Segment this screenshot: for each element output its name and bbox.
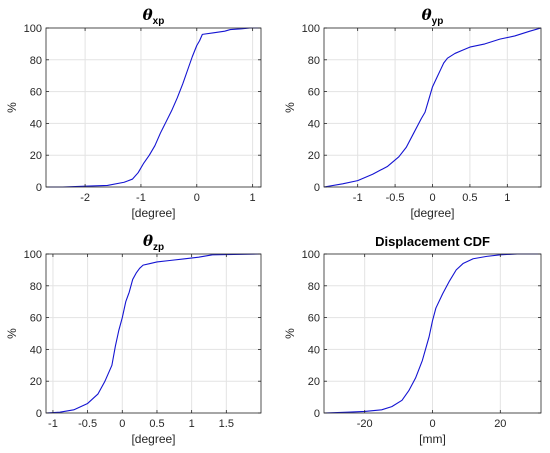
- chart-panel-3: -1 -0.5 0 0.5 1 1.5 0 20 40 60 80 100 [degree]% θzp: [5, 232, 262, 446]
- chart-title: θzp: [143, 232, 164, 253]
- x-tick-label: 1: [250, 192, 256, 204]
- x-tick-label: 1.5: [219, 418, 234, 430]
- y-tick-label: 20: [308, 376, 320, 388]
- y-tick-label: 40: [308, 344, 320, 356]
- plot-area: [46, 254, 261, 413]
- y-axis-label: %: [283, 328, 297, 339]
- chart-panel-4: -20 0 20 0 20 40 60 80 100 [mm]% Displacement CDF: [283, 234, 542, 446]
- chart-title: θyp: [422, 6, 444, 27]
- y-tick-label: 0: [36, 182, 42, 194]
- title-subscript: yp: [432, 16, 444, 27]
- title-subscript: xp: [153, 16, 165, 27]
- axes-box: [45, 253, 262, 414]
- cdf-line-series-1: [46, 27, 261, 188]
- x-tick-label: 0: [119, 418, 125, 430]
- y-tick-label: 80: [308, 55, 320, 67]
- x-tick-label: -1: [136, 192, 146, 204]
- y-tick-label: 80: [30, 281, 42, 293]
- x-axis-label: [degree]: [410, 206, 454, 220]
- chart-title: θxp: [143, 6, 165, 27]
- x-axis-label: [degree]: [131, 432, 175, 446]
- y-tick-label: 60: [30, 87, 42, 99]
- x-tick-label: -0.5: [78, 418, 97, 430]
- chart-panel-2: -1 -0.5 0 0.5 1 0 20 40 60 80 100 [degree]% θyp: [283, 6, 542, 220]
- x-tick-label: 1: [189, 418, 195, 430]
- y-axis-label: %: [5, 328, 19, 339]
- y-tick-label: 60: [30, 313, 42, 325]
- y-tick-label: 100: [24, 23, 42, 35]
- x-tick-label: 0: [194, 192, 200, 204]
- y-tick-label: 0: [314, 408, 320, 420]
- y-tick-label: 100: [302, 23, 320, 35]
- x-tick-label: -1: [353, 192, 363, 204]
- y-tick-label: 20: [308, 150, 320, 162]
- y-tick-label: 60: [308, 313, 320, 325]
- cdf-line-series-1: [323, 27, 542, 188]
- x-axis-label: [degree]: [131, 206, 175, 220]
- y-tick-label: 40: [308, 118, 320, 130]
- cdf-line-series-1: [45, 253, 262, 414]
- cdf-line-series-1: [323, 253, 541, 414]
- y-tick-label: 40: [30, 344, 42, 356]
- y-tick-label: 40: [30, 118, 42, 130]
- x-tick-label: 20: [494, 418, 506, 430]
- title-symbol: θ: [422, 6, 432, 24]
- y-tick-label: 80: [308, 281, 320, 293]
- plot-area: [46, 28, 261, 187]
- x-tick-label: 0.5: [462, 192, 477, 204]
- x-tick-label: 0: [429, 192, 435, 204]
- y-tick-label: 60: [308, 87, 320, 99]
- title-symbol: θ: [143, 6, 153, 24]
- x-tick-label: 0.5: [149, 418, 164, 430]
- x-tick-label: -20: [357, 418, 373, 430]
- y-tick-label: 0: [36, 408, 42, 420]
- title-symbol: θ: [143, 232, 153, 250]
- x-tick-label: 0: [429, 418, 435, 430]
- x-tick-label: -0.5: [386, 192, 405, 204]
- chart-title: Displacement CDF: [375, 234, 490, 249]
- x-tick-label: -1: [48, 418, 58, 430]
- x-axis-label: [mm]: [419, 432, 446, 446]
- y-axis-label: %: [283, 102, 297, 113]
- y-tick-label: 20: [30, 376, 42, 388]
- title-subscript: zp: [153, 242, 164, 253]
- x-tick-label: -2: [80, 192, 90, 204]
- x-tick-label: 1: [504, 192, 510, 204]
- y-tick-label: 80: [30, 55, 42, 67]
- y-axis-label: %: [5, 102, 19, 113]
- y-tick-label: 20: [30, 150, 42, 162]
- axes-box: [45, 27, 262, 188]
- y-tick-label: 100: [24, 249, 42, 261]
- y-tick-label: 100: [302, 249, 320, 261]
- y-tick-label: 0: [314, 182, 320, 194]
